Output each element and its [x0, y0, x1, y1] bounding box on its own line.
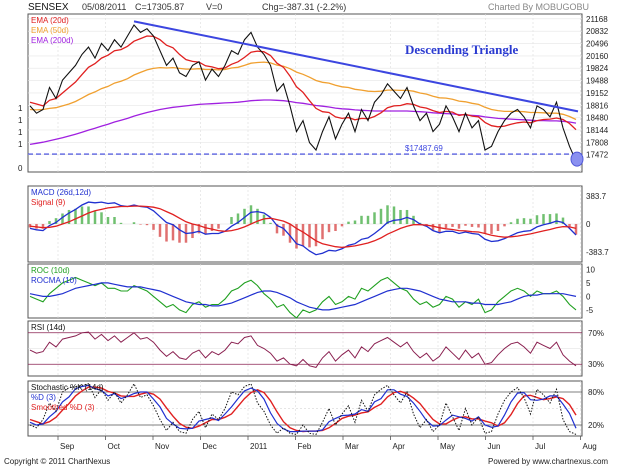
legend-ema20: EMA (20d)	[31, 16, 69, 25]
price-left-tick-label: 1	[18, 116, 23, 125]
rsi-y-tick-label: 30%	[588, 360, 604, 369]
descending-trendline	[133, 20, 579, 113]
price-y-tick-label: 18480	[586, 114, 609, 123]
x-axis-month-label: May	[440, 442, 455, 451]
x-axis-month-label: Apr	[393, 442, 406, 451]
legend-rsi: RSI (14d)	[31, 323, 66, 332]
support-label: $17487.69	[405, 144, 443, 153]
x-axis-month-label: Sep	[60, 442, 75, 451]
legend-stoch-k: Stochastic %K (14d)	[31, 383, 104, 392]
legend-stoch-smoothed-d: Smoothed %D (3)	[31, 403, 95, 412]
header-change: Chg=-387.31 (-2.2%)	[262, 2, 346, 12]
macd-panel: 383.7 0 -383.7 MACD (26d,12d)Signal (9)	[27, 185, 609, 263]
price-y-tick-label: 19152	[586, 89, 609, 98]
rsi-y-tick-label: 70%	[588, 329, 604, 338]
price-line	[29, 24, 577, 162]
price-y-tick-label: 20496	[586, 40, 609, 49]
ema20-line	[29, 35, 577, 131]
stochastic-panel: 80% 20% Stochastic %K (14d)%D (3)Smoothed …	[27, 380, 604, 437]
price-left-tick-label: 1	[18, 104, 23, 113]
price-y-tick-label: 17472	[586, 151, 609, 160]
macd-y-tick-label: 0	[586, 220, 591, 229]
x-axis-month-label: Dec	[203, 442, 217, 451]
price-y-tick-label: 18144	[586, 126, 609, 135]
x-axis-month-label: Mar	[345, 442, 359, 451]
last-price-marker	[570, 151, 584, 167]
price-left-tick-label: 1	[18, 128, 23, 137]
price-y-tick-label: 18816	[586, 101, 609, 110]
macd-line	[29, 201, 577, 256]
legend-ema50: EMA (50d)	[31, 26, 69, 35]
x-axis-month-label: Aug	[583, 442, 597, 451]
roc-frame	[27, 263, 583, 319]
price-y-tick-label: 20160	[586, 52, 609, 61]
macd-y-tick-label: -383.7	[586, 248, 609, 257]
legend-signal: Signal (9)	[31, 198, 66, 207]
price-y-tick-label: 20832	[586, 27, 609, 36]
price-y-tick-label: 17808	[586, 138, 609, 147]
roc-panel: 10 5 0 -5 ROC (10d)ROCMA (10)	[27, 263, 595, 319]
footer-copyright: Copyright © 2011 ChartNexus	[4, 457, 110, 466]
stoch-y-tick-label: 80%	[588, 388, 604, 397]
header-date: 05/08/2011	[82, 2, 126, 12]
header-close: C=17305.87	[135, 2, 184, 12]
header-volume: V=0	[206, 2, 222, 12]
roc-y-tick-label: -5	[586, 306, 594, 315]
footer-powered: Powered by www.chartnexus.com	[488, 457, 608, 466]
header-symbol: SENSEX	[28, 2, 69, 13]
roc-y-tick-label: 0	[586, 292, 591, 301]
ema50-line	[29, 61, 577, 121]
x-axis-month-label: Nov	[155, 442, 169, 451]
stoch-y-tick-label: 20%	[588, 421, 604, 430]
header-credit: Charted By MOBUGOBU	[488, 2, 589, 12]
rsi-line	[29, 331, 577, 368]
x-axis-month-label: Jun	[488, 442, 501, 451]
annotation-descending-triangle: Descending Triangle	[405, 42, 519, 57]
rocma-line	[29, 282, 577, 311]
x-axis-month-label: 2011	[250, 442, 268, 451]
legend-rocma: ROCMA (10)	[31, 276, 77, 285]
roc-y-tick-label: 10	[586, 265, 595, 274]
legend-roc: ROC (10d)	[31, 266, 70, 275]
legend-ema200: EMA (200d)	[31, 36, 74, 45]
macd-signal-line	[29, 205, 577, 249]
roc-y-tick-label: 5	[586, 279, 591, 288]
price-left-tick-label: 0	[18, 164, 23, 173]
stoch-k-line	[29, 382, 577, 435]
legend-stoch-d: %D (3)	[31, 393, 56, 402]
legend-macd: MACD (26d,12d)	[31, 188, 91, 197]
price-panel: 21168 20832 20496 20160 19824 19488 19152 18816…	[18, 13, 609, 173]
price-y-tick-label: 19488	[586, 77, 609, 86]
roc-line	[29, 276, 577, 319]
x-axis-month-label: Jul	[535, 442, 545, 451]
price-y-tick-label: 21168	[586, 15, 608, 24]
stoch-d-line	[29, 384, 577, 433]
price-y-tick-label: 19824	[586, 64, 609, 73]
x-axis-month-label: Feb	[298, 442, 312, 451]
rsi-panel: 70% 30% RSI (14d)	[27, 320, 604, 377]
ema200-line	[29, 99, 577, 146]
x-axis-month-label: Oct	[108, 442, 121, 451]
x-axis: Sep Oct Nov Dec 2011 Feb Mar Apr May Jun Jul Aug	[57, 436, 597, 451]
price-left-tick-label: 1	[18, 140, 23, 149]
macd-y-tick-label: 383.7	[586, 192, 607, 201]
